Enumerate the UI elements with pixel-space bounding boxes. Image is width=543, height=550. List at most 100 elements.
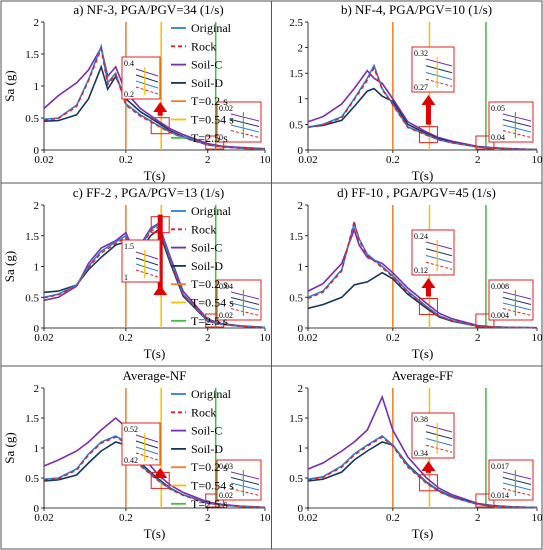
y-tick-label: 1.5 [289, 231, 303, 243]
inset-series-soilc [425, 241, 453, 250]
legend-label: Rock [191, 39, 216, 53]
legend-label: Soil-D [191, 76, 223, 90]
inset-series-rock [135, 86, 159, 95]
y-tick-label: 0 [34, 503, 40, 515]
inset-series-original [230, 302, 260, 311]
inset-tick-label: 0.24 [414, 232, 428, 241]
legend-label: Soil-C [191, 424, 222, 438]
legend-label: Rock [191, 405, 216, 419]
x-tick-label: 10 [260, 332, 272, 344]
inset-tick-label: 0.02 [219, 491, 233, 500]
inset-tick-label: 0.34 [414, 449, 428, 458]
inset-series-soilc [230, 291, 260, 300]
inset-series-soilc [135, 251, 159, 260]
y-tick-label: 0.5 [25, 113, 39, 125]
y-tick-label: 0.5 [289, 119, 303, 131]
legend-label: Rock [191, 222, 216, 236]
inset-series-soild [502, 477, 532, 485]
inset-series-rock [135, 452, 159, 461]
x-tick-label: 0.2 [386, 512, 400, 524]
legend-label: T=0.54 s [191, 113, 234, 127]
x-tick-label: 0.02 [298, 512, 317, 524]
y-tick-label: 2 [298, 383, 304, 395]
inset-tick-label: 0.004 [491, 311, 509, 320]
inset-series-original [135, 263, 159, 272]
y-tick-label: 1 [298, 443, 304, 455]
y-tick-label: 2 [34, 383, 40, 395]
inset-tick-label: 0.04 [491, 133, 505, 142]
inset-tick-label: 1 [124, 273, 128, 282]
inset-series-original [425, 438, 453, 446]
x-tick-label: 2 [475, 332, 481, 344]
inset-tick-label: 0.27 [414, 83, 428, 92]
inset-series-rock [425, 261, 453, 270]
legend-label: T=0.54 s [191, 479, 234, 493]
inset-tick-label: 1.5 [124, 242, 134, 251]
x-tick-label: 10 [260, 154, 272, 166]
inset-series-original [502, 302, 532, 311]
y-tick-label: 1.5 [289, 68, 303, 80]
y-tick-label: 0 [34, 145, 40, 157]
y-tick-label: 2.5 [289, 17, 303, 29]
chart-title: c) FF-2 , PGA/PGV=13 (1/s) [73, 185, 224, 200]
zoom-region-1 [418, 297, 438, 315]
x-tick-label: 0.02 [298, 332, 317, 344]
y-tick-label: 1 [34, 443, 40, 455]
x-tick-label: 0.2 [386, 332, 400, 344]
chart-panel-6: Average-FF 0 0.5 1 1.5 2 0.02 0.2 2 10 T(s) 0.38 0.3… [289, 368, 543, 541]
zoom-arrow-1-head [421, 95, 436, 105]
y-tick-label: 1.5 [25, 231, 39, 243]
x-axis-label: T(s) [144, 168, 166, 183]
inset-tick-label: 0.017 [491, 462, 509, 471]
series-line-rock [307, 66, 538, 151]
x-tick-label: 10 [532, 332, 543, 344]
inset-tick-label: 0.38 [414, 415, 428, 424]
inset-series-soild [502, 297, 532, 305]
x-axis-label: T(s) [144, 346, 166, 361]
x-tick-label: 0.02 [34, 512, 53, 524]
inset-series-soilc [502, 291, 532, 300]
inset-series-soilc [502, 113, 532, 122]
inset-panel-1 [121, 239, 161, 283]
x-tick-label: 2 [475, 512, 481, 524]
x-axis-label: T(s) [412, 168, 434, 183]
x-axis-label: T(s) [144, 526, 166, 541]
y-tick-label: 2 [34, 200, 40, 212]
y-tick-label: 1.5 [289, 413, 303, 425]
inset-tick-label: 0.42 [124, 456, 138, 465]
inset-series-original [425, 72, 453, 80]
x-tick-label: 10 [532, 154, 543, 166]
zoom-arrow-1-head [153, 285, 168, 295]
inset-series-soilc [502, 471, 532, 480]
legend-label: Original [191, 204, 232, 218]
inset-series-soild [230, 297, 260, 305]
y-tick-label: 0.5 [289, 473, 303, 485]
x-tick-label: 2 [475, 154, 481, 166]
inset-series-soild [135, 74, 159, 83]
legend-label: T=2.5 s [191, 131, 228, 145]
y-tick-label: 1 [34, 262, 40, 274]
legend-label: T=2.5 s [191, 497, 228, 511]
zoom-region-1 [418, 126, 438, 144]
x-tick-label: 0.2 [119, 332, 133, 344]
y-tick-label: 0 [298, 323, 304, 335]
inset-series-soild [425, 248, 453, 257]
chart-title: Average-NF [122, 368, 186, 383]
legend-label: Original [191, 21, 232, 35]
inset-tick-label: 0.12 [414, 266, 428, 275]
x-tick-label: 0.2 [119, 154, 133, 166]
chart-panel-4: d) FF-10 , PGA/PGV=45 (1/s) 0 0.5 1 1.5 2 0.02… [289, 185, 543, 361]
inset-tick-label: 0.02 [219, 311, 233, 320]
inset-panel-1 [411, 412, 455, 459]
zoom-arrow-1-head [421, 278, 436, 288]
chart-panel-2: b) NF-4, PGA/PGV=10 (1/s) 0 0.5 1 1.5 2 2.5 0.0… [289, 2, 543, 183]
legend-label: T=0.54 s [191, 296, 234, 310]
series-line-rock [43, 436, 266, 509]
inset-series-soild [425, 431, 453, 440]
series-line-rock [43, 46, 266, 151]
legend-label: T=0.2 s [191, 94, 228, 108]
y-tick-label: 0.5 [289, 292, 303, 304]
inset-panel-1 [121, 56, 161, 100]
inset-series-original [502, 124, 532, 133]
